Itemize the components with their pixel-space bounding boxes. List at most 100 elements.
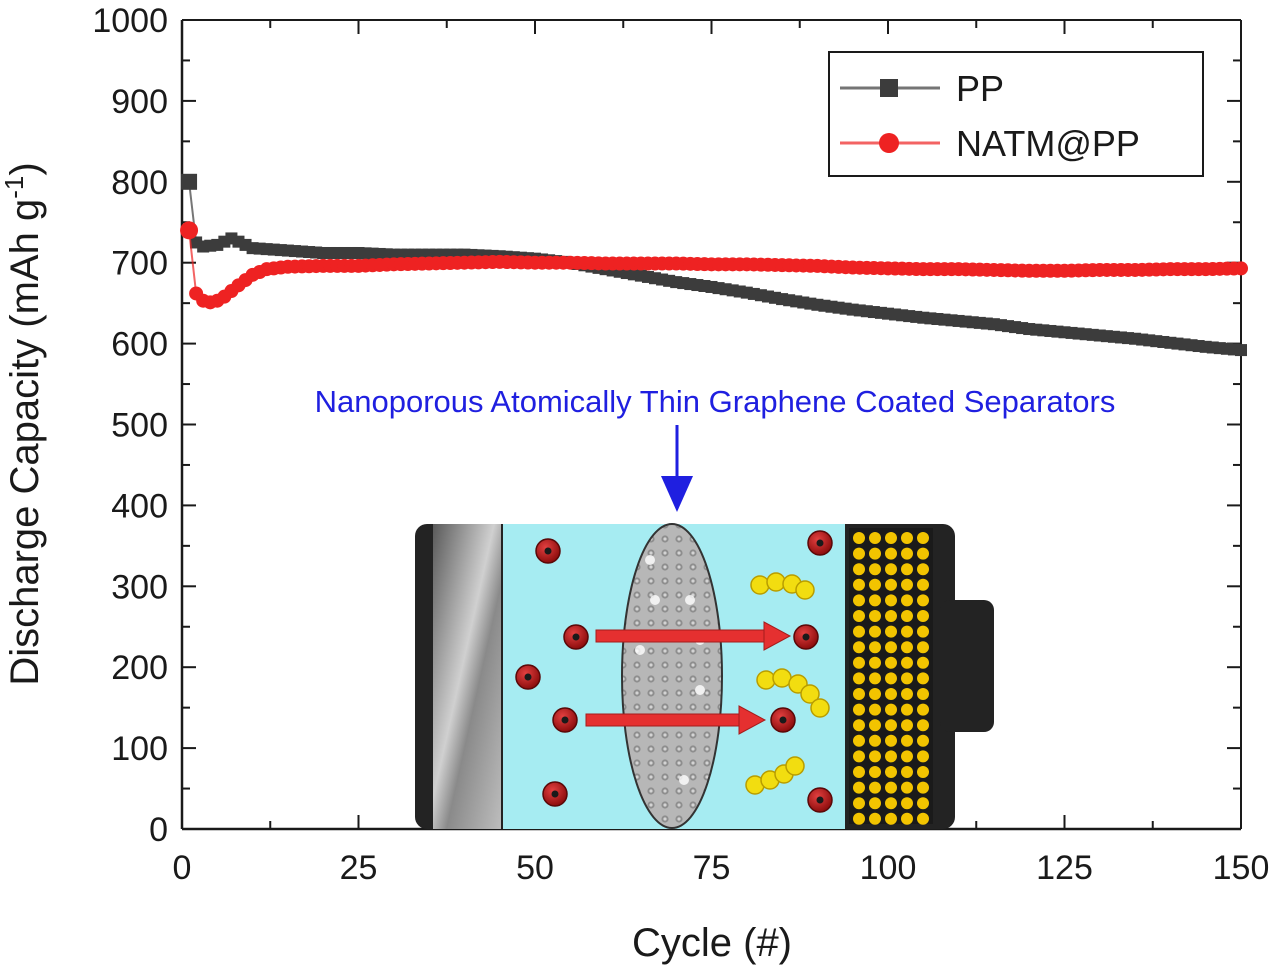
sulfur-dot <box>901 703 913 716</box>
x-axis-title: Cycle (#) <box>632 921 792 965</box>
sulfur-dot <box>869 703 881 716</box>
y-tick-label: 0 <box>149 811 168 849</box>
sulfur-dot <box>901 578 913 591</box>
y-tick-label: 200 <box>111 649 168 687</box>
sulfur-dot <box>853 656 865 669</box>
sulfur-dot <box>885 703 897 716</box>
y-tick-label: 600 <box>111 326 168 364</box>
x-tick-label: 0 <box>173 849 192 887</box>
data-point <box>401 248 414 261</box>
lithium-ion <box>515 664 541 690</box>
polysulfide-chain <box>756 668 830 718</box>
sulfur-dot <box>901 688 913 700</box>
nanopore <box>679 775 689 785</box>
y-tick-label: 300 <box>111 568 168 606</box>
sulfur-dot <box>885 734 897 747</box>
y-tick-label: 800 <box>111 164 168 202</box>
sulfur-dot <box>853 578 865 591</box>
x-tick-label: 100 <box>860 849 917 887</box>
lithium-ion <box>807 530 833 556</box>
data-point <box>387 248 400 261</box>
axis-ticks <box>181 19 1242 830</box>
sulfur-dot <box>885 594 897 607</box>
sulfur-dot <box>853 812 865 825</box>
sulfur-dot <box>869 734 881 747</box>
sulfur-dot <box>917 594 929 607</box>
sulfur-dot <box>885 656 897 669</box>
sulfur-dot <box>901 625 913 638</box>
sulfur-dot <box>869 641 881 654</box>
sulfur-dot <box>869 766 881 778</box>
sulfur-dot <box>869 781 881 794</box>
sulfur-dot <box>917 656 929 669</box>
lithium-sulfur-cell-diagram <box>415 523 994 829</box>
sulfur-dot <box>885 766 897 778</box>
nanopore <box>635 645 645 655</box>
sulfur-dot <box>853 719 865 732</box>
sulfur-dot <box>885 547 897 560</box>
down-arrow-icon <box>661 425 693 512</box>
sulfur-dot <box>853 688 865 700</box>
data-point <box>444 248 457 261</box>
sulfur-dot <box>917 812 929 825</box>
sulfur-dot <box>917 703 929 716</box>
data-point <box>1235 344 1247 357</box>
sulfur-dot <box>885 797 897 810</box>
sulfur-dot <box>917 547 929 560</box>
sulfur-dot <box>885 781 897 794</box>
sulfur-dot <box>885 688 897 700</box>
data-point <box>274 244 287 257</box>
ion-flow-arrow <box>595 621 792 651</box>
sulfur-dot <box>901 719 913 732</box>
data-point <box>430 248 443 261</box>
x-tick-label: 125 <box>1036 849 1093 887</box>
data-point <box>458 248 471 261</box>
legend-label: NATM@PP <box>956 123 1140 164</box>
legend-label: PP <box>956 68 1004 109</box>
sulfur-dot <box>885 578 897 591</box>
sulfur-dot <box>853 766 865 778</box>
sulfur-dot <box>917 563 929 576</box>
sulfur-dot <box>901 563 913 576</box>
sulfur-dot <box>869 532 881 544</box>
nanopore <box>695 685 705 695</box>
nanopore <box>685 595 695 605</box>
data-point-first <box>181 173 198 190</box>
data-point <box>423 248 436 261</box>
sulfur-dot <box>901 734 913 747</box>
data-point <box>1234 261 1248 276</box>
ion-flow-arrow <box>585 705 767 735</box>
y-tick-label: 100 <box>111 730 168 768</box>
sulfur-dot <box>917 625 929 638</box>
nanopore <box>650 595 660 605</box>
sulfur-dot <box>901 766 913 778</box>
data-point <box>303 246 316 259</box>
sulfur-dot <box>853 610 865 622</box>
polysulfide-chain <box>750 572 815 600</box>
sulfur-dot <box>917 766 929 778</box>
legend-marker <box>880 79 898 97</box>
x-tick-label: 75 <box>693 849 731 887</box>
sulfur-dot <box>869 610 881 622</box>
lithium-ion <box>535 538 561 564</box>
sulfur-dot <box>901 750 913 763</box>
y-tick-label: 400 <box>111 487 168 525</box>
sulfur-dot <box>869 594 881 607</box>
data-point-first <box>180 221 199 240</box>
sulfur-dot <box>885 563 897 576</box>
series-layer <box>180 173 1248 357</box>
sulfur-dot <box>853 781 865 794</box>
sulfur-dot <box>917 719 929 732</box>
y-tick-label: 1000 <box>92 2 168 40</box>
data-point <box>437 248 450 261</box>
data-point <box>394 248 407 261</box>
data-point <box>408 248 421 261</box>
sulfur-dot <box>869 656 881 669</box>
sulfur-dot <box>917 688 929 700</box>
legend-entry: NATM@PP <box>840 123 1140 164</box>
sulfur-dot <box>869 797 881 810</box>
y-tick-label: 900 <box>111 83 168 121</box>
x-tick-label: 150 <box>1213 849 1270 887</box>
sulfur-dot <box>853 750 865 763</box>
